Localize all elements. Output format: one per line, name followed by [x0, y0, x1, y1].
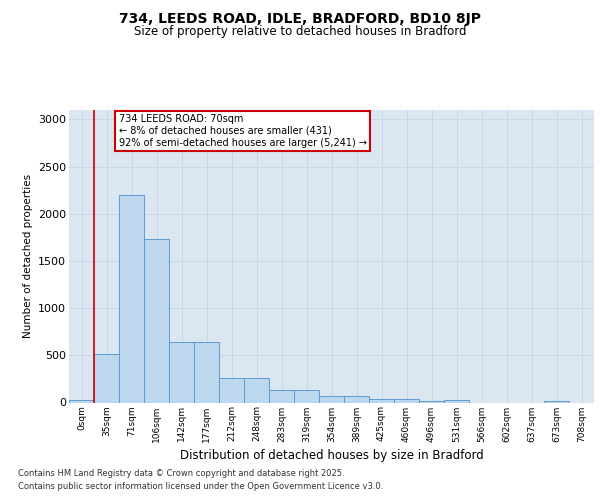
Text: 734, LEEDS ROAD, IDLE, BRADFORD, BD10 8JP: 734, LEEDS ROAD, IDLE, BRADFORD, BD10 8J…	[119, 12, 481, 26]
Bar	[94, 354, 119, 403]
Text: Contains public sector information licensed under the Open Government Licence v3: Contains public sector information licen…	[18, 482, 383, 491]
Bar	[219, 378, 244, 402]
Y-axis label: Number of detached properties: Number of detached properties	[23, 174, 32, 338]
Bar	[394, 399, 419, 402]
Bar	[119, 195, 144, 402]
Bar	[444, 400, 469, 402]
Bar	[194, 342, 219, 402]
Bar	[344, 396, 369, 402]
Bar	[294, 390, 319, 402]
Text: Size of property relative to detached houses in Bradford: Size of property relative to detached ho…	[134, 25, 466, 38]
Text: 734 LEEDS ROAD: 70sqm
← 8% of detached houses are smaller (431)
92% of semi-deta: 734 LEEDS ROAD: 70sqm ← 8% of detached h…	[119, 114, 367, 148]
Text: Contains HM Land Registry data © Crown copyright and database right 2025.: Contains HM Land Registry data © Crown c…	[18, 468, 344, 477]
Bar	[369, 399, 394, 402]
Bar	[419, 400, 444, 402]
Bar	[319, 396, 344, 402]
Bar	[144, 240, 169, 402]
X-axis label: Distribution of detached houses by size in Bradford: Distribution of detached houses by size …	[179, 448, 484, 462]
Bar	[169, 342, 194, 402]
Bar	[69, 400, 94, 402]
Bar	[244, 378, 269, 402]
Bar	[544, 400, 569, 402]
Bar	[269, 390, 294, 402]
